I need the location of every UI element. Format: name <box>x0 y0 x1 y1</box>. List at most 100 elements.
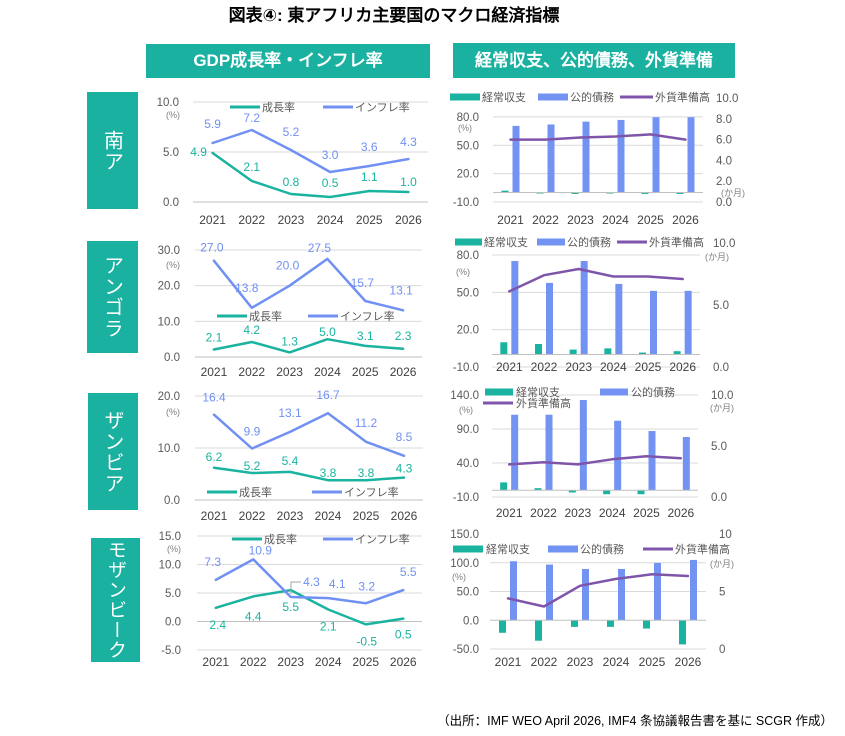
figure-title: 図表④: 東アフリカ主要国のマクロ経済指標 <box>228 6 560 25</box>
y-tick-label: 0.0 <box>165 617 181 629</box>
legend-item-current-account: 経常収支 <box>485 386 560 399</box>
data-label-inflation: 10.9 <box>249 543 273 557</box>
y-right-tick-label: 10 <box>719 529 732 541</box>
bar-public-debt <box>682 437 690 491</box>
legend-item-public-debt: 公的債務 <box>537 235 611 249</box>
y-left-tick-label: 50.0 <box>457 140 479 152</box>
data-label-inflation: 16.4 <box>202 391 226 405</box>
legend-label: 外貨準備高 <box>516 396 571 410</box>
x-tick-label: 2022 <box>530 506 557 520</box>
y-tick-label: 15.0 <box>159 531 181 543</box>
data-label-inflation: 9.9 <box>244 425 261 439</box>
legend-item-public-debt: 公的債務 <box>538 90 614 104</box>
bar-current-account <box>639 352 646 355</box>
bar-public-debt <box>510 561 517 621</box>
x-tick-label: 2026 <box>672 213 699 227</box>
legend-item-growth: 成長率 <box>217 309 282 323</box>
y-right-tick-label: 5.0 <box>713 300 729 312</box>
country-label-zambia: ザンビア <box>88 393 138 510</box>
gridlines <box>493 116 703 203</box>
bar-current-account <box>603 490 611 495</box>
legend-item-inflation: インフレ率 <box>312 485 399 499</box>
growth-line <box>212 337 405 354</box>
bar-public-debt <box>546 282 553 355</box>
x-tick-label: 2022 <box>240 655 267 669</box>
y-left-tick-label: 80.0 <box>457 250 479 262</box>
bar-current-account <box>500 342 508 355</box>
bar-current-account <box>534 488 542 491</box>
x-tick-label: 2025 <box>352 655 379 669</box>
y-unit-label: (%) <box>166 407 180 417</box>
country-label-mozambique: モザンビーク <box>91 538 140 662</box>
x-tick-label: 2024 <box>314 365 341 379</box>
country-name: アンゴラ <box>100 255 125 339</box>
y-right-unit-label: (か月) <box>710 559 734 569</box>
legend-label: 外貨準備高 <box>675 542 730 556</box>
legend-swatch-icon <box>538 93 568 101</box>
data-label-growth: 2.4 <box>209 618 226 632</box>
data-label-growth: 3.8 <box>320 466 337 480</box>
x-tick-label: 2024 <box>315 655 342 669</box>
data-label-inflation: 3.2 <box>358 579 375 593</box>
y-left-tick-label: 100.0 <box>450 558 479 570</box>
data-label-inflation: 16.7 <box>316 388 340 402</box>
y-left-unit-label: (%) <box>458 123 472 133</box>
data-label-growth: 0.5 <box>322 176 339 190</box>
bar-public-debt <box>617 119 625 193</box>
callout-leader-line <box>290 581 301 594</box>
x-tick-label: 2021 <box>201 365 228 379</box>
fx-reserves-line <box>507 454 683 466</box>
x-tick-label: 2023 <box>565 360 592 374</box>
gridlines <box>492 394 698 498</box>
y-unit-label: (%) <box>166 110 180 120</box>
data-label-growth: 5.2 <box>244 459 261 473</box>
x-tick-label: 2026 <box>390 365 417 379</box>
y-left-tick-label: 50.0 <box>457 587 479 599</box>
x-tick-label: 2021 <box>497 213 524 227</box>
x-tick-label: 2024 <box>600 360 627 374</box>
y-right-tick-label: 0 <box>719 644 725 656</box>
y-left-unit-label: (%) <box>452 572 466 582</box>
bar-public-debt <box>512 125 520 193</box>
legend-item-growth: 成長率 <box>232 532 297 546</box>
data-label-inflation: 7.3 <box>204 555 221 569</box>
y-unit-label: (%) <box>167 544 181 554</box>
bar-current-account <box>641 192 649 194</box>
bar-public-debt <box>546 564 553 621</box>
bar-current-account <box>569 349 577 355</box>
legend: 経常収支 公的債務 外貨準備高 <box>450 90 710 104</box>
data-label-growth: 1.3 <box>281 334 298 348</box>
data-label-growth: 1.0 <box>400 175 417 189</box>
x-tick-label: 2021 <box>496 506 523 520</box>
y-left-tick-label: -10.0 <box>453 492 479 504</box>
bar-public-debt <box>582 121 590 193</box>
y-left-tick-label: 40.0 <box>457 458 479 470</box>
legend: 成長率 インフレ率 <box>207 485 399 499</box>
data-label-inflation: 8.5 <box>396 430 413 444</box>
data-label-growth: 2.1 <box>320 620 337 634</box>
source-note: （出所：IMF WEO April 2026, IMF4 条協議報告書を基に S… <box>437 714 833 728</box>
x-tick-label: 2022 <box>531 655 558 669</box>
y-right-unit-label: (か月) <box>710 403 734 413</box>
data-label-growth: 2.1 <box>206 331 223 345</box>
data-label-growth: 1.1 <box>361 170 378 184</box>
country-name: ザンビア <box>101 409 125 494</box>
bar-public-debt <box>614 420 622 491</box>
x-tick-label: 2023 <box>277 655 304 669</box>
x-tick-label: 2022 <box>238 365 265 379</box>
data-label-inflation: 20.0 <box>276 259 300 273</box>
legend-label: 経常収支 <box>484 236 528 249</box>
bar-public-debt <box>582 568 589 621</box>
data-label-growth: 3.1 <box>357 329 374 343</box>
legend: 成長率 インフレ率 <box>230 100 410 114</box>
x-tick-label: 2025 <box>639 655 666 669</box>
x-tick-label: 2025 <box>635 360 662 374</box>
data-label-growth: -0.5 <box>356 634 377 648</box>
data-label-inflation: 4.1 <box>329 577 346 591</box>
gridlines <box>193 101 428 203</box>
x-tick-label: 2023 <box>564 506 591 520</box>
x-tick-label: 2025 <box>633 506 660 520</box>
legend-label: 経常収支 <box>482 91 526 104</box>
chart-mozambique-growth-inflation: -5.0 0.0 5.0 10.0 15.0(%) 2021 2022 2023 2024 202… <box>159 531 422 669</box>
y-unit-label: (%) <box>166 260 180 270</box>
